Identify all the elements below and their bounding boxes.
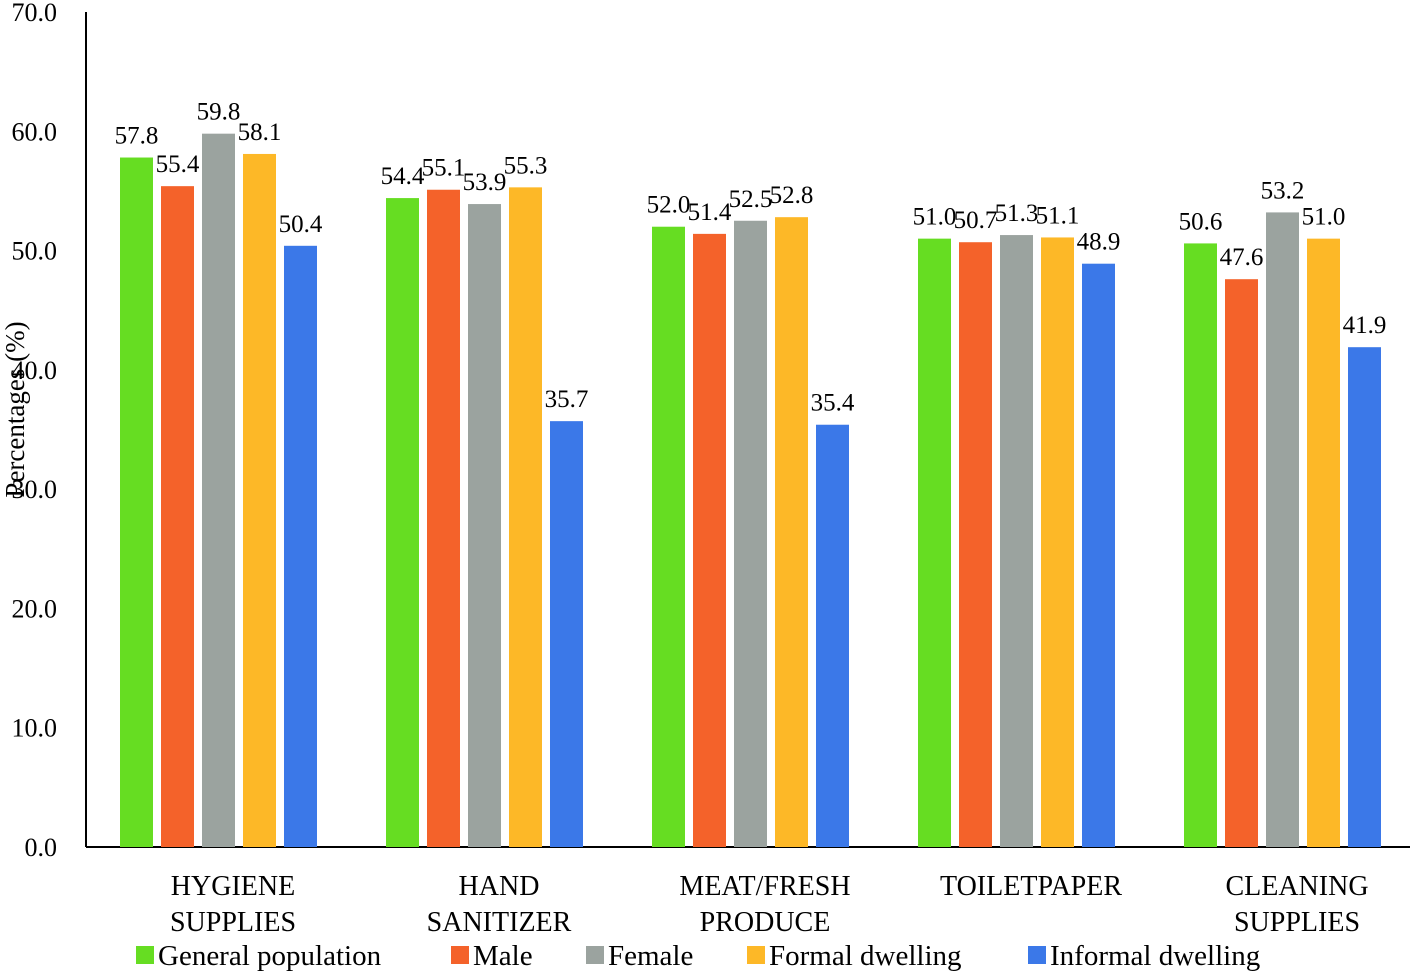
data-label: 59.8 [197,99,241,126]
data-label: 51.0 [913,204,957,231]
legend-label: General population [158,940,382,972]
category-label: TOILETPAPER [940,871,1122,902]
bar-male [427,189,460,847]
bar-general-population [918,238,951,848]
data-label: 58.1 [238,119,282,146]
bar-male [693,233,726,847]
legend-swatch [1028,946,1046,964]
legend-swatch [136,946,154,964]
legend-label: Female [608,940,693,972]
bar-informal-dwelling [1082,263,1115,847]
legend-label: Formal dwelling [769,940,962,972]
bar-informal-dwelling [816,424,849,847]
y-tick-label: 30.0 [12,475,58,504]
legend-swatch [586,946,604,964]
bar-informal-dwelling [284,245,317,848]
bar-informal-dwelling [550,421,583,847]
x-axis: HYGIENE SUPPLIES HAND SANITIZER MEAT/FRESH PR… [86,846,1410,938]
data-labels: 57.855.4 59.858.1 50.4 54.455.153.955.3 35.7… [115,99,1387,417]
data-label: 41.9 [1343,312,1387,339]
category-label: SUPPLIES [170,907,296,938]
y-tick-label: 40.0 [12,356,58,385]
legend-label: Male [473,940,533,972]
data-label: 35.7 [545,386,589,413]
data-label: 53.2 [1261,177,1305,204]
category-label: HYGIENE [171,871,295,902]
bar-formal-dwelling [775,217,808,847]
data-label: 47.6 [1220,244,1264,271]
legend-swatch [451,946,469,964]
data-label: 57.8 [115,123,159,150]
data-label: 51.4 [688,199,732,226]
y-tick-label: 70.0 [12,0,58,27]
category-label: SUPPLIES [1234,907,1360,938]
y-axis-title: Percentages (%) [0,321,30,497]
bar-formal-dwelling [1307,238,1340,848]
y-axis: 0.0 10.0 20.0 30.0 40.0 50.0 60.0 70.0 Percentag… [0,0,87,862]
bars [120,133,1381,848]
bar-female [1266,212,1299,847]
bar-informal-dwelling [1348,347,1381,847]
bar-general-population [1184,243,1217,847]
bar-general-population [652,226,685,847]
data-label: 35.4 [811,390,855,417]
data-label: 53.9 [463,169,507,196]
bar-general-population [386,198,419,848]
category-label: MEAT/FRESH [679,871,850,902]
y-tick-label: 50.0 [12,237,58,266]
bar-female [1000,235,1033,848]
bar-formal-dwelling [509,187,542,848]
y-tick-label: 10.0 [12,714,58,743]
legend-swatch [747,946,765,964]
bar-male [959,242,992,847]
bar-formal-dwelling [243,153,276,847]
data-label: 55.3 [504,152,548,179]
data-label: 50.6 [1179,208,1223,235]
legend: General population Male Female Formal dwell… [136,940,1260,972]
y-tick-label: 60.0 [12,117,58,146]
bar-male [161,186,194,847]
category-label: SANITIZER [427,907,572,938]
data-label: 52.0 [647,192,691,219]
data-label: 52.8 [770,182,814,209]
data-label: 55.4 [156,151,200,178]
data-label: 50.7 [954,207,998,234]
y-tick-label: 20.0 [12,594,58,623]
category-label: HAND [459,871,540,902]
bar-female [468,204,501,848]
data-label: 51.0 [1302,204,1346,231]
data-label: 48.9 [1077,229,1121,256]
category-label: CLEANING [1225,871,1368,902]
data-label: 51.3 [995,200,1039,227]
bar-formal-dwelling [1041,237,1074,847]
bar-male [1225,279,1258,847]
bar-female [202,133,235,847]
data-label: 55.1 [422,155,466,182]
bar-female [734,220,767,847]
data-label: 51.1 [1036,202,1080,229]
data-label: 52.5 [729,186,773,213]
data-label: 54.4 [381,163,425,190]
data-label: 50.4 [279,211,323,238]
y-tick-label: 0.0 [25,833,58,862]
category-label: PRODUCE [700,907,831,938]
bar-general-population [120,157,153,847]
legend-label: Informal dwelling [1050,940,1260,972]
